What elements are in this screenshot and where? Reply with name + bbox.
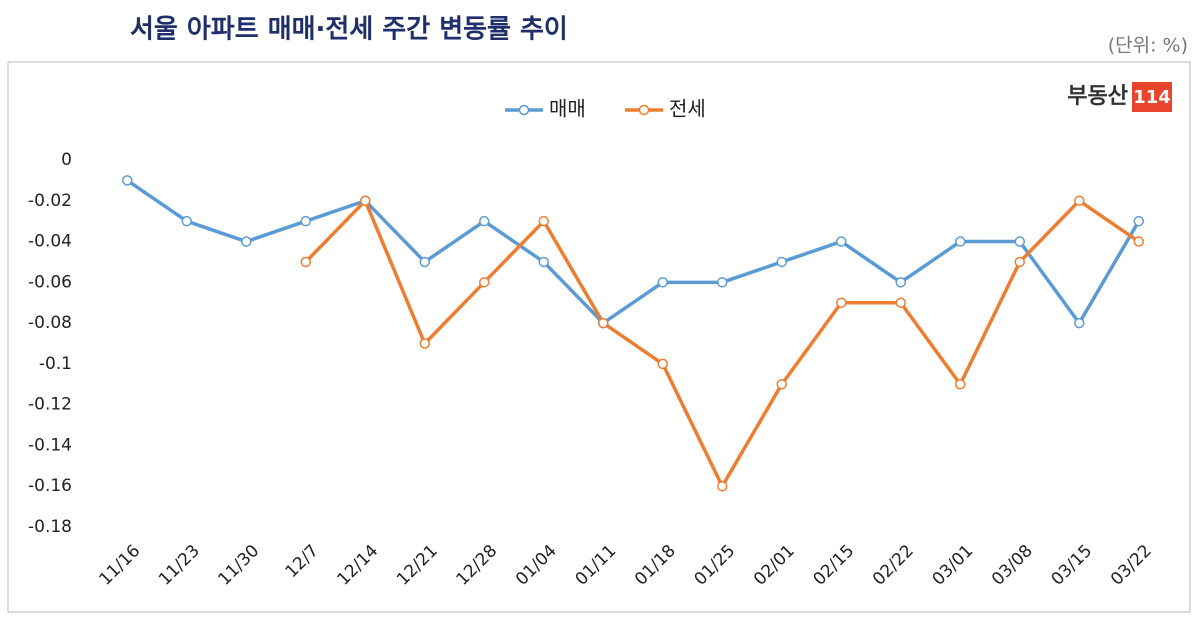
unit-note: (단위: %) bbox=[1108, 35, 1188, 57]
point bbox=[717, 480, 728, 492]
y-tick-label: -0.18 bbox=[28, 517, 72, 537]
legend-marker bbox=[638, 104, 650, 116]
point bbox=[1133, 236, 1144, 247]
y-tick-label: -0.02 bbox=[28, 191, 72, 211]
point bbox=[1014, 236, 1025, 247]
point bbox=[776, 256, 787, 268]
y-tick-label: -0.04 bbox=[28, 232, 72, 252]
point bbox=[1014, 256, 1025, 268]
y-tick-label: 0 bbox=[61, 150, 72, 170]
y-tick-label: -0.08 bbox=[28, 313, 72, 333]
y-tick-label: -0.06 bbox=[28, 272, 72, 292]
point bbox=[479, 277, 490, 288]
y-tick-label: -0.12 bbox=[28, 395, 72, 415]
legend-marker bbox=[518, 104, 530, 116]
point bbox=[836, 236, 847, 247]
chart-frame bbox=[7, 61, 1191, 613]
point bbox=[657, 358, 668, 370]
point bbox=[657, 277, 668, 288]
point bbox=[836, 297, 847, 308]
y-tick-label: -0.1 bbox=[39, 354, 72, 374]
brand-number: 114 bbox=[1133, 87, 1171, 108]
point bbox=[300, 215, 311, 227]
brand-box bbox=[1132, 82, 1172, 112]
point bbox=[895, 297, 906, 308]
point bbox=[1074, 317, 1085, 329]
point bbox=[955, 236, 966, 247]
point bbox=[300, 256, 311, 268]
point bbox=[538, 256, 549, 268]
point bbox=[538, 215, 549, 227]
point bbox=[360, 195, 371, 207]
brand-name: 부동산 bbox=[1067, 84, 1128, 109]
point bbox=[419, 256, 430, 268]
y-tick-label: -0.14 bbox=[28, 435, 72, 455]
point bbox=[776, 379, 787, 390]
point bbox=[1133, 215, 1144, 227]
point bbox=[241, 236, 252, 247]
point bbox=[181, 215, 192, 227]
point bbox=[419, 338, 430, 349]
y-tick-label: -0.16 bbox=[28, 476, 72, 496]
chart-title: 서울 아파트 매매·전세 주간 변동률 추이 bbox=[130, 15, 568, 45]
point bbox=[479, 215, 490, 227]
point bbox=[1074, 195, 1085, 207]
point bbox=[955, 379, 966, 390]
legend-label: 매매 bbox=[549, 97, 586, 121]
point bbox=[598, 317, 609, 329]
legend-label: 전세 bbox=[669, 97, 706, 121]
point bbox=[122, 175, 133, 186]
point bbox=[717, 277, 728, 288]
series-line bbox=[126, 178, 1141, 325]
point bbox=[895, 277, 906, 288]
